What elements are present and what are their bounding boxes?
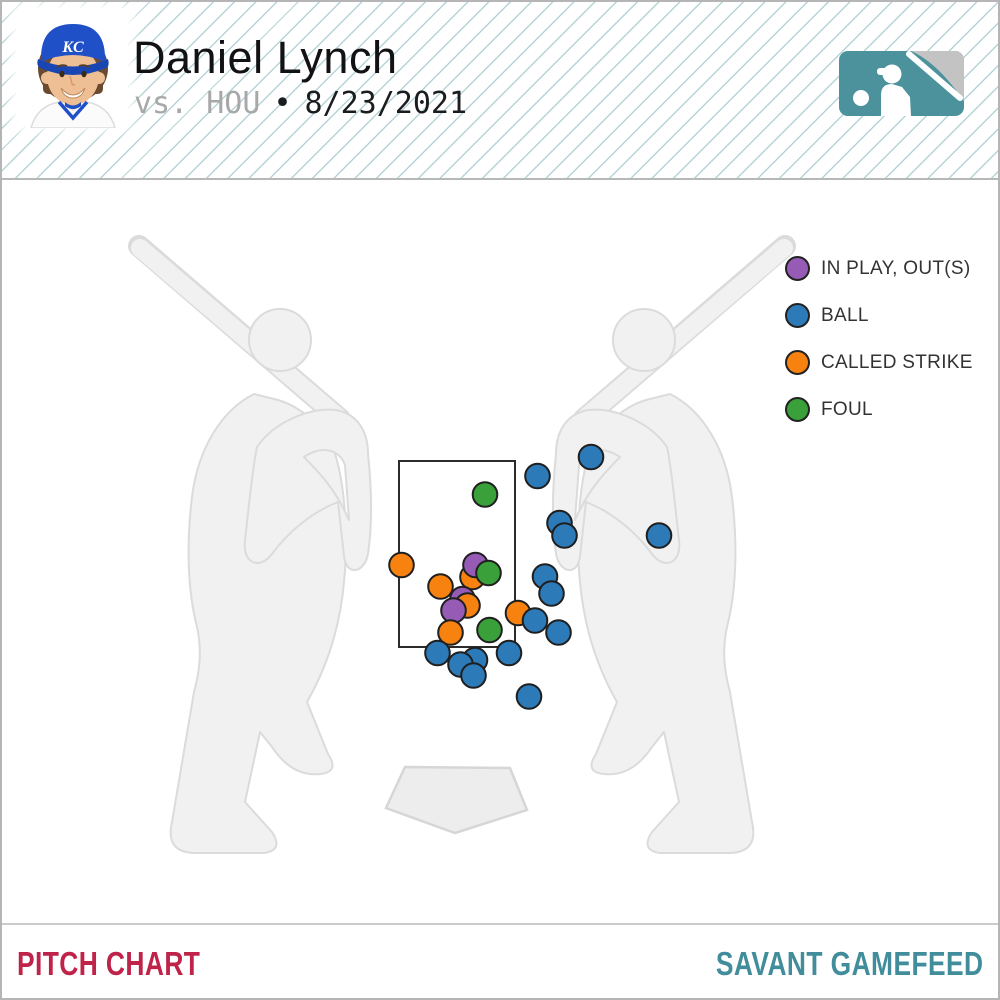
pitch-dot-ball[interactable]	[515, 683, 543, 710]
savant-gamefeed-link[interactable]: SAVANT GAMEFEED	[715, 945, 983, 982]
batter-arms	[243, 408, 372, 571]
pitch-dot-foul[interactable]	[475, 559, 502, 587]
pitch-dot-ball[interactable]	[545, 619, 572, 646]
legend-item-called_strike: CALLED STRIKE	[785, 350, 973, 375]
pitch-dot-ball[interactable]	[577, 443, 605, 471]
batter-head	[248, 308, 312, 372]
pitch-dot-ball[interactable]	[521, 607, 549, 634]
opponent-label: vs. HOU	[134, 86, 261, 121]
legend-swatch-foul	[785, 397, 810, 422]
mlb-logo	[839, 51, 964, 116]
pitch-dots	[388, 443, 673, 710]
player-name: Daniel Lynch	[133, 32, 398, 83]
separator-dot: •	[273, 86, 292, 121]
pitch-dot-ball[interactable]	[551, 522, 578, 549]
legend: IN PLAY, OUT(S) BALL CALLED STRIKE FOUL	[785, 256, 973, 444]
batter-silhouette-left	[128, 235, 372, 854]
pitch-dot-called_strike[interactable]	[388, 551, 415, 579]
header: KC Daniel Lynch vs. HOU • 8/23/2021	[2, 2, 998, 180]
pitch-dot-ball[interactable]	[645, 522, 673, 549]
pitch-dot-ball[interactable]	[424, 639, 451, 667]
legend-label-ball: BALL	[821, 304, 869, 326]
legend-swatch-in_play_outs	[785, 256, 810, 281]
matchup-line: vs. HOU • 8/23/2021	[134, 86, 467, 121]
home-plate	[384, 765, 529, 835]
pitch-dot-ball[interactable]	[495, 639, 523, 667]
pitch-dot-called_strike[interactable]	[427, 573, 454, 600]
svg-text:KC: KC	[61, 39, 84, 56]
legend-item-ball: BALL	[785, 303, 973, 328]
bat-fill	[131, 239, 348, 427]
legend-swatch-called_strike	[785, 350, 810, 375]
game-date: 8/23/2021	[304, 86, 468, 121]
pitch-dot-foul[interactable]	[476, 616, 503, 644]
footer: PITCH CHART SAVANT GAMEFEED	[2, 923, 998, 998]
player-photo: KC	[30, 24, 116, 128]
pitch-dot-ball[interactable]	[538, 580, 565, 607]
legend-item-in_play_outs: IN PLAY, OUT(S)	[785, 256, 973, 281]
pitch-dot-foul[interactable]	[471, 481, 499, 508]
legend-label-in_play_outs: IN PLAY, OUT(S)	[821, 257, 971, 279]
pitch-dot-in_play_outs[interactable]	[440, 597, 467, 624]
legend-label-called_strike: CALLED STRIKE	[821, 351, 973, 373]
legend-label-foul: FOUL	[821, 398, 873, 420]
pitch-dot-ball[interactable]	[460, 662, 487, 689]
legend-swatch-ball	[785, 303, 810, 328]
legend-item-foul: FOUL	[785, 397, 973, 422]
pitch-dot-ball[interactable]	[524, 462, 551, 490]
pitch-chart-label: PITCH CHART	[17, 945, 201, 982]
batter-silhouette-right	[553, 246, 785, 853]
pitch-dot-called_strike[interactable]	[437, 619, 464, 646]
